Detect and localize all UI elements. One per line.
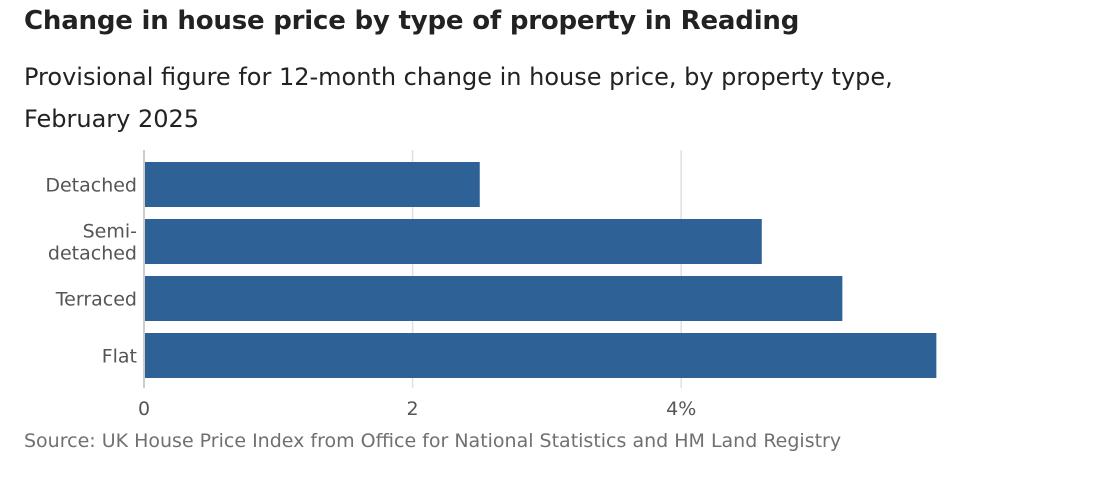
bar-flat bbox=[144, 333, 937, 378]
chart-subtitle: Provisional figure for 12-month change i… bbox=[24, 63, 893, 133]
x-tick-label: 2 bbox=[407, 398, 419, 420]
bar-semi-detached bbox=[144, 219, 762, 264]
category-label: Flat bbox=[102, 346, 137, 368]
category-label: Semi-detached bbox=[48, 221, 137, 265]
category-labels: Detached Semi-detached Terraced Flat bbox=[45, 175, 137, 368]
category-label-line: Flat bbox=[102, 346, 137, 368]
category-label-line: Terraced bbox=[55, 289, 137, 311]
x-tick-label: 0 bbox=[138, 398, 150, 420]
x-tick-labels: 0 2 4% bbox=[138, 398, 696, 420]
category-label-line: Semi- bbox=[83, 221, 137, 243]
category-label: Detached bbox=[45, 175, 137, 197]
bar-terraced bbox=[144, 276, 843, 321]
bar-chart: Detached Semi-detached Terraced Flat 0 2 4% bbox=[45, 150, 937, 420]
x-tick-label: 4% bbox=[666, 398, 696, 420]
chart-title: Change in house price by type of propert… bbox=[24, 6, 800, 36]
bar-detached bbox=[144, 162, 480, 207]
bars bbox=[144, 162, 937, 378]
chart-source: Source: UK House Price Index from Office… bbox=[24, 430, 842, 452]
category-label-line: detached bbox=[48, 243, 137, 265]
category-label-line: Detached bbox=[45, 175, 137, 197]
category-label: Terraced bbox=[55, 289, 137, 311]
